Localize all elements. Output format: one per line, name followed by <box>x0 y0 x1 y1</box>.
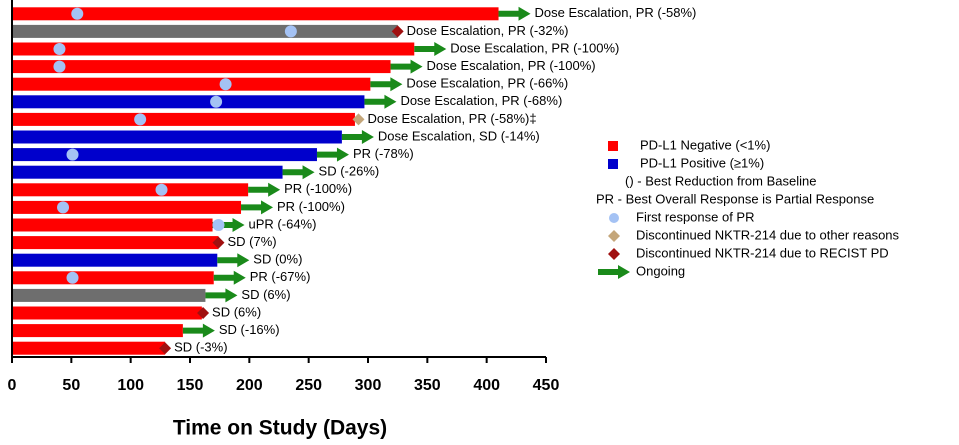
legend-label: Discontinued NKTR-214 due to RECIST PD <box>636 245 889 260</box>
row-label: uPR (-64%) <box>249 216 317 231</box>
row-label: Dose Escalation, PR (-68%) <box>400 93 562 108</box>
row-label: PR (-78%) <box>353 146 414 161</box>
ongoing-arrow <box>282 165 315 180</box>
bar <box>12 60 391 74</box>
x-tick-label: 100 <box>117 377 144 394</box>
legend-swatch <box>608 159 618 169</box>
legend-label: () - Best Reduction from Baseline <box>625 173 816 188</box>
row-label: Dose Escalation, PR (-66%) <box>406 76 568 91</box>
bar <box>12 112 355 126</box>
ongoing-arrow <box>212 218 245 232</box>
x-tick-label: 450 <box>533 377 560 394</box>
bar <box>12 253 218 267</box>
bar <box>12 236 219 250</box>
x-tick-label: 350 <box>414 377 441 394</box>
discontinued-pd-marker <box>159 342 172 355</box>
bar <box>12 130 342 144</box>
row-label: SD (-3%) <box>174 340 227 355</box>
first-response-marker <box>134 113 147 126</box>
legend-label: Ongoing <box>636 263 685 278</box>
bar <box>12 148 317 162</box>
legend-label: First response of PR <box>636 209 755 224</box>
legend-swatch <box>609 213 619 223</box>
row-label: PR (-67%) <box>250 269 311 284</box>
bar <box>12 24 398 38</box>
ongoing-arrow <box>316 147 349 162</box>
bar <box>12 271 214 285</box>
legend-swatch <box>608 248 620 260</box>
row-label: Dose Escalation, PR (-58%)‡ <box>368 111 537 126</box>
x-tick-label: 150 <box>177 377 204 394</box>
discontinued-pd-marker <box>391 25 404 38</box>
ongoing-arrow <box>217 253 250 268</box>
first-response-marker <box>57 201 70 214</box>
discontinued-other-marker <box>352 113 365 126</box>
legend-label: PR - Best Overall Response is Partial Re… <box>596 191 874 206</box>
ongoing-arrow <box>241 200 274 215</box>
bar <box>12 7 499 21</box>
x-tick-label: 200 <box>236 377 263 394</box>
x-tick-label: 0 <box>8 377 17 394</box>
row-label: SD (-16%) <box>219 322 280 337</box>
discontinued-pd-marker <box>197 307 210 319</box>
row-label: SD (0%) <box>253 252 302 267</box>
first-response-marker <box>212 219 225 231</box>
legend-swatch <box>608 230 620 242</box>
x-tick-label: 250 <box>295 377 322 394</box>
x-tick-label: 400 <box>473 377 500 394</box>
ongoing-arrow <box>341 130 374 144</box>
bar <box>12 324 183 338</box>
ongoing-arrow <box>498 6 531 21</box>
first-response-marker <box>155 183 168 196</box>
bar <box>12 341 166 355</box>
ongoing-arrow <box>390 59 423 74</box>
row-label: PR (-100%) <box>284 181 352 196</box>
bar <box>12 165 283 179</box>
bar <box>12 77 371 91</box>
bar <box>12 288 206 302</box>
ongoing-arrow <box>414 42 447 56</box>
row-label: SD (-26%) <box>319 164 380 179</box>
first-response-marker <box>210 95 223 108</box>
first-response-marker <box>66 271 79 284</box>
bar <box>12 200 242 214</box>
ongoing-arrow <box>205 288 238 303</box>
row-label: SD (6%) <box>212 304 261 319</box>
legend-label: Discontinued NKTR-214 due to other reaso… <box>636 227 900 242</box>
first-response-marker <box>284 25 297 38</box>
ongoing-arrow <box>213 270 246 285</box>
bar <box>12 306 202 320</box>
row-label: Dose Escalation, PR (-32%) <box>407 23 569 38</box>
ongoing-arrow <box>364 94 397 109</box>
row-label: PR (-100%) <box>277 199 345 214</box>
row-label: Dose Escalation, PR (-58%) <box>535 5 697 20</box>
first-response-marker <box>53 60 66 73</box>
ongoing-arrow <box>598 265 630 279</box>
row-label: SD (6%) <box>241 287 290 302</box>
x-tick-label: 300 <box>355 377 382 394</box>
first-response-marker <box>53 43 66 55</box>
legend-label: PD-L1 Positive (≥1%) <box>640 155 764 170</box>
bar <box>12 218 213 232</box>
bar <box>12 95 365 109</box>
discontinued-pd-marker <box>212 236 225 249</box>
legend-swatch <box>608 141 618 151</box>
bar <box>12 42 415 56</box>
row-label: SD (7%) <box>227 234 276 249</box>
first-response-marker <box>71 7 84 20</box>
legend-label: PD-L1 Negative (<1%) <box>640 137 770 152</box>
row-label: Dose Escalation, PR (-100%) <box>450 40 619 55</box>
x-axis-label: Time on Study (Days) <box>173 417 387 440</box>
ongoing-arrow <box>370 77 403 92</box>
first-response-marker <box>66 148 79 161</box>
row-label: Dose Escalation, SD (-14%) <box>378 128 540 143</box>
row-label: Dose Escalation, PR (-100%) <box>427 58 596 73</box>
bar <box>12 183 249 197</box>
ongoing-arrow <box>182 323 215 338</box>
x-tick-label: 50 <box>62 377 80 394</box>
first-response-marker <box>219 78 232 91</box>
ongoing-arrow <box>248 182 281 197</box>
